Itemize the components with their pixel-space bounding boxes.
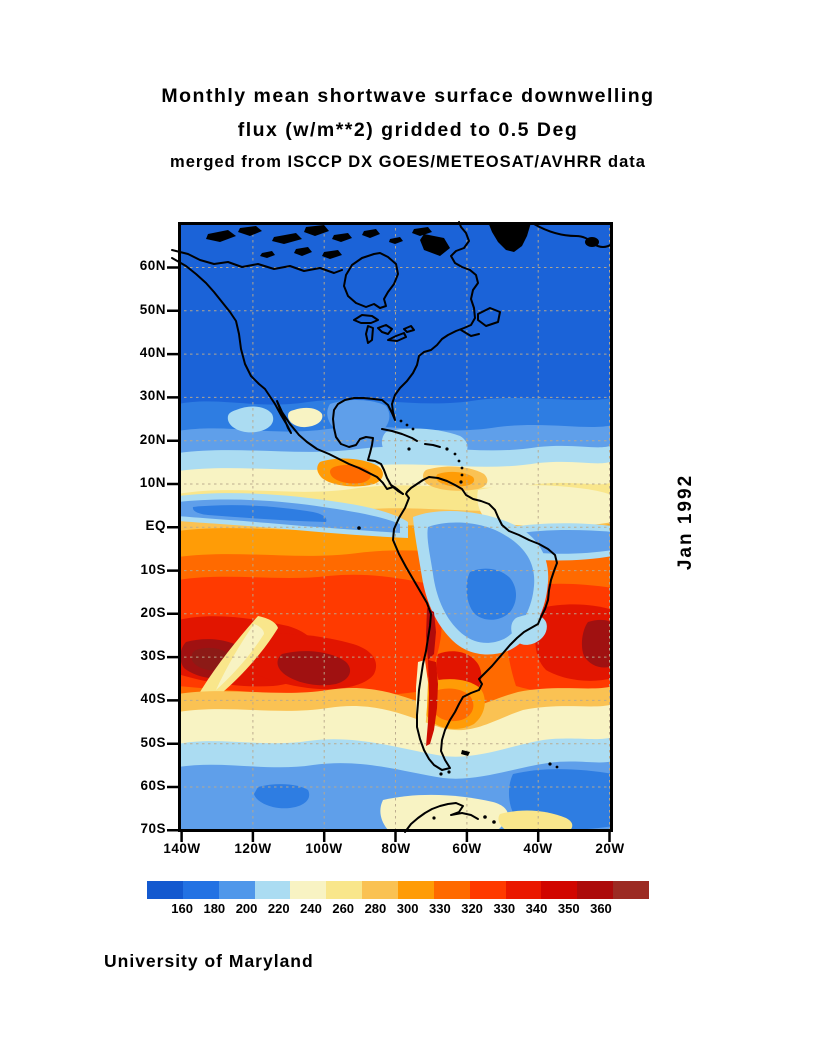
lat-label-60s: 60S	[140, 778, 166, 793]
colorbar-swatch	[254, 881, 291, 899]
colorbar-swatch	[433, 881, 470, 899]
colorbar-label: 240	[300, 901, 322, 916]
colorbar-label: 360	[590, 901, 612, 916]
colorbar-swatch	[541, 881, 578, 899]
lat-label-eq: EQ	[145, 518, 166, 533]
figure-title: Monthly mean shortwave surface downwelli…	[0, 84, 816, 172]
colorbar-swatch	[290, 881, 327, 899]
colorbar-swatch	[505, 881, 542, 899]
lon-ticks	[180, 832, 611, 842]
title-line-2: flux (w/m**2) gridded to 0.5 Deg	[237, 119, 579, 141]
lat-label-10n: 10N	[139, 475, 166, 490]
date-label: Jan 1992	[675, 473, 696, 571]
lon-label-40w: 40W	[523, 841, 553, 856]
map-frame	[167, 222, 613, 842]
lon-label-100w: 100W	[305, 841, 343, 856]
lat-ticks	[167, 266, 178, 832]
lat-label-60n: 60N	[139, 258, 166, 273]
lat-label-10s: 10S	[140, 562, 166, 577]
colorbar-swatch	[362, 881, 399, 899]
lat-label-40s: 40S	[140, 691, 166, 706]
colorbar-label: 350	[557, 901, 580, 916]
colorbar-label: 330	[493, 901, 516, 916]
coastlines	[171, 221, 613, 833]
title-line-3: merged from ISCCP DX GOES/METEOSAT/AVHRR…	[170, 153, 646, 171]
colorbar-swatch	[398, 881, 434, 899]
lon-label-80w: 80W	[381, 841, 411, 856]
colorbar-label: 280	[364, 901, 387, 916]
lon-label-60w: 60W	[452, 841, 482, 856]
colorbar-label: 330	[429, 901, 451, 916]
colorbar	[147, 881, 650, 899]
lon-label-20w: 20W	[595, 841, 625, 856]
colorbar-swatch	[218, 881, 255, 899]
institution-label: University of Maryland	[104, 951, 314, 971]
colorbar-label: 220	[267, 901, 290, 916]
lat-label-20n: 20N	[139, 432, 166, 447]
colorbar-label: 300	[396, 901, 419, 916]
colorbar-label: 340	[525, 901, 548, 916]
flux-field	[178, 222, 613, 832]
lat-label-30n: 30N	[139, 388, 166, 403]
colorbar-label: 260	[332, 901, 355, 916]
colorbar-swatch	[147, 881, 183, 899]
colorbar-label: 320	[461, 901, 483, 916]
lat-label-50n: 50N	[139, 302, 166, 317]
flux-map	[167, 221, 613, 842]
colorbar-swatch	[577, 881, 614, 899]
lon-label-120w: 120W	[234, 841, 272, 856]
colorbar-swatch	[182, 881, 219, 899]
colorbar-swatch	[613, 881, 650, 899]
colorbar-swatch	[469, 881, 506, 899]
colorbar-label: 180	[203, 901, 226, 916]
colorbar-label: 200	[235, 901, 258, 916]
lat-label-20s: 20S	[140, 605, 166, 620]
lat-label-30s: 30S	[140, 648, 166, 663]
map-gridlines	[178, 222, 613, 832]
colorbar-label: 160	[171, 901, 193, 916]
lat-label-70s: 70S	[140, 821, 166, 836]
lat-label-40n: 40N	[139, 345, 166, 360]
title-line-1: Monthly mean shortwave surface downwelli…	[161, 85, 655, 107]
colorbar-labels: 160 180 200 220 240 260 280 300 330 320 …	[166, 901, 617, 917]
lat-label-50s: 50S	[140, 735, 166, 750]
colorbar-swatch	[326, 881, 363, 899]
lon-label-140w: 140W	[163, 841, 201, 856]
island-marks	[206, 222, 599, 824]
